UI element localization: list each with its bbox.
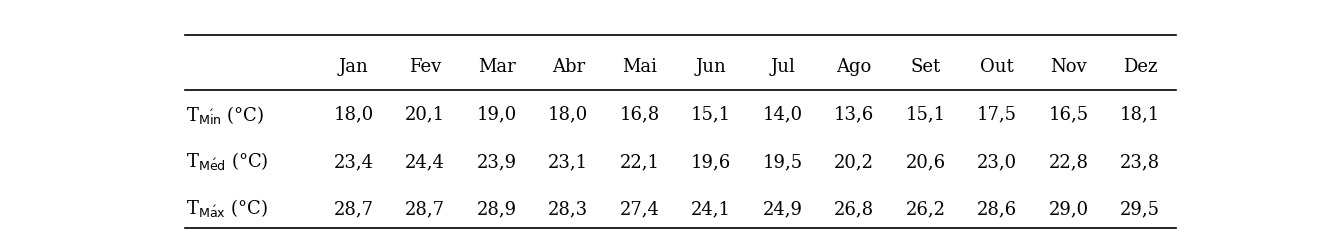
- Text: 15,1: 15,1: [691, 106, 731, 124]
- Text: 24,1: 24,1: [691, 200, 731, 218]
- Text: 24,4: 24,4: [405, 153, 445, 171]
- Text: 27,4: 27,4: [619, 200, 660, 218]
- Text: 18,0: 18,0: [548, 106, 588, 124]
- Text: 23,9: 23,9: [477, 153, 517, 171]
- Text: 28,3: 28,3: [548, 200, 588, 218]
- Text: Set: Set: [911, 58, 941, 77]
- Text: 16,8: 16,8: [619, 106, 660, 124]
- Text: 26,2: 26,2: [905, 200, 946, 218]
- Text: 19,6: 19,6: [691, 153, 731, 171]
- Text: T$_{\mathrm{M\acute{i}n}}$ (°C): T$_{\mathrm{M\acute{i}n}}$ (°C): [186, 104, 265, 126]
- Text: 22,8: 22,8: [1049, 153, 1089, 171]
- Text: 20,6: 20,6: [905, 153, 946, 171]
- Text: 23,4: 23,4: [333, 153, 374, 171]
- Text: Nov: Nov: [1050, 58, 1087, 77]
- Text: 28,6: 28,6: [977, 200, 1017, 218]
- Text: Dez: Dez: [1123, 58, 1157, 77]
- Text: 20,1: 20,1: [405, 106, 445, 124]
- Text: Mar: Mar: [478, 58, 515, 77]
- Text: Mai: Mai: [622, 58, 658, 77]
- Text: 16,5: 16,5: [1049, 106, 1089, 124]
- Text: Ago: Ago: [837, 58, 871, 77]
- Text: T$_{\mathrm{M\acute{e}d}}$ (°C): T$_{\mathrm{M\acute{e}d}}$ (°C): [186, 151, 269, 173]
- Text: Out: Out: [981, 58, 1014, 77]
- Text: 28,7: 28,7: [405, 200, 445, 218]
- Text: 22,1: 22,1: [619, 153, 660, 171]
- Text: 13,6: 13,6: [834, 106, 874, 124]
- Text: 29,0: 29,0: [1049, 200, 1089, 218]
- Text: Fev: Fev: [409, 58, 442, 77]
- Text: 24,9: 24,9: [763, 200, 803, 218]
- Text: 14,0: 14,0: [763, 106, 803, 124]
- Text: 28,7: 28,7: [333, 200, 374, 218]
- Text: 26,8: 26,8: [834, 200, 874, 218]
- Text: Abr: Abr: [552, 58, 585, 77]
- Text: 23,8: 23,8: [1120, 153, 1160, 171]
- Text: 19,0: 19,0: [477, 106, 517, 124]
- Text: 19,5: 19,5: [763, 153, 803, 171]
- Text: 18,0: 18,0: [333, 106, 374, 124]
- Text: 29,5: 29,5: [1120, 200, 1160, 218]
- Text: 17,5: 17,5: [977, 106, 1017, 124]
- Text: 28,9: 28,9: [477, 200, 517, 218]
- Text: Jan: Jan: [339, 58, 369, 77]
- Text: 18,1: 18,1: [1120, 106, 1160, 124]
- Text: Jul: Jul: [770, 58, 795, 77]
- Text: 15,1: 15,1: [905, 106, 946, 124]
- Text: T$_{\mathrm{M\acute{a}x}}$ (°C): T$_{\mathrm{M\acute{a}x}}$ (°C): [186, 199, 268, 220]
- Text: 20,2: 20,2: [834, 153, 874, 171]
- Text: 23,0: 23,0: [977, 153, 1017, 171]
- Text: 23,1: 23,1: [548, 153, 588, 171]
- Text: Jun: Jun: [696, 58, 726, 77]
